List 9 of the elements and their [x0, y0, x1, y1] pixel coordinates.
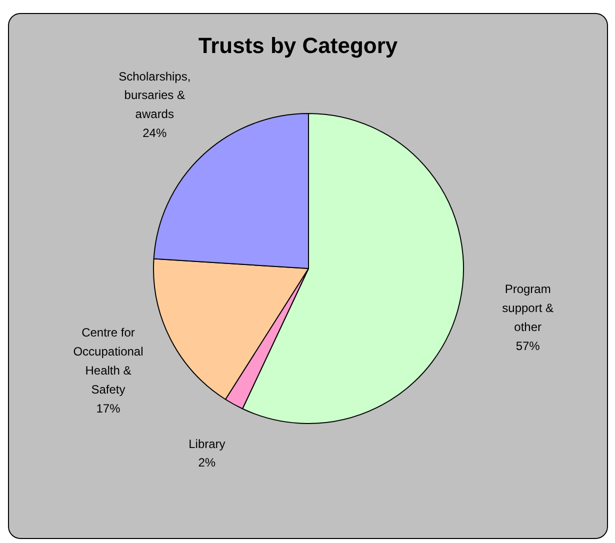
data-label: 57%	[516, 338, 540, 353]
slice-label: Program support & other	[502, 282, 554, 334]
slice-label: Centre for Occupational Health & Safety	[73, 326, 144, 396]
data-label: 2%	[198, 456, 216, 470]
data-label: 17%	[96, 401, 121, 416]
slice-label: Scholarships, bursaries & awards	[118, 69, 191, 122]
chart-title: Trusts by Category	[198, 33, 398, 58]
slice-label: Library	[188, 436, 226, 451]
data-label: 24%	[142, 126, 167, 140]
